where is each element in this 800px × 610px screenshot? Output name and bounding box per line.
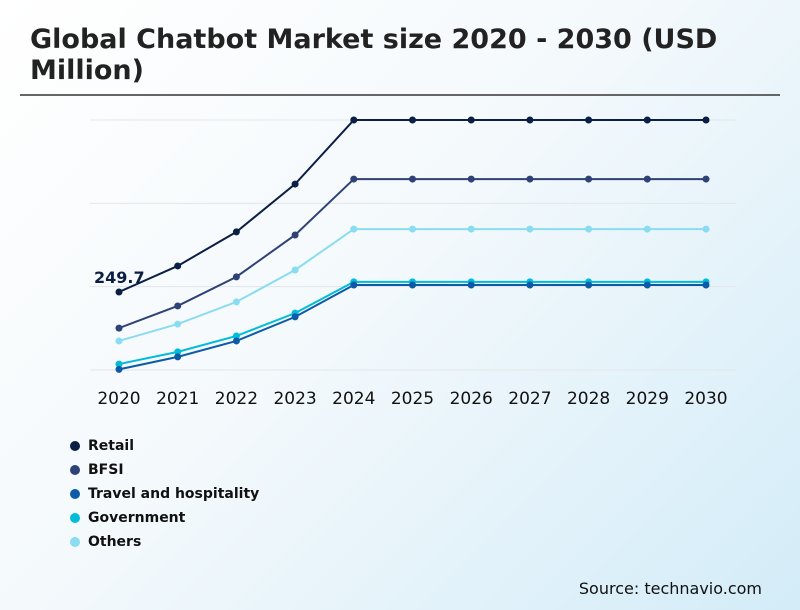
data-point: [115, 337, 123, 345]
source-note: Source: technavio.com: [578, 579, 762, 598]
legend-marker-icon: [70, 441, 80, 451]
legend-item: Retail: [70, 434, 259, 458]
data-point: [232, 228, 240, 236]
x-tick-label: 2030: [684, 389, 727, 409]
data-point: [702, 225, 710, 233]
data-point: [526, 116, 534, 124]
legend-item: Others: [70, 530, 259, 554]
legend-marker-icon: [70, 513, 80, 523]
data-point: [702, 116, 710, 124]
data-point: [526, 281, 534, 289]
data-point: [585, 116, 593, 124]
title-divider: [20, 94, 780, 96]
data-point: [291, 180, 299, 188]
legend-item: Government: [70, 506, 259, 530]
data-point: [585, 225, 593, 233]
legend-label: Others: [88, 534, 142, 550]
chart-title: Global Chatbot Market size 2020 - 2030 (…: [30, 24, 718, 86]
data-point: [291, 313, 299, 321]
data-point: [526, 225, 534, 233]
x-tick-label: 2021: [156, 389, 199, 409]
x-tick-label: 2028: [567, 389, 610, 409]
legend: Retail BFSI Travel and hospitality Governme…: [70, 434, 259, 554]
data-point: [232, 273, 240, 281]
data-point: [409, 175, 416, 183]
x-tick-label: 2029: [626, 389, 669, 409]
series-line-travel-and-hospitality: [118, 284, 706, 371]
data-point: [350, 116, 358, 124]
legend-label: Government: [88, 510, 186, 526]
x-tick-label: 2027: [508, 389, 551, 409]
legend-item: Travel and hospitality: [70, 482, 259, 506]
x-tick-label: 2024: [332, 389, 375, 409]
series-line-bfsi: [118, 178, 706, 330]
data-point: [174, 353, 182, 361]
x-tick-label: 2020: [97, 389, 140, 409]
data-point: [467, 175, 475, 183]
data-point: [643, 225, 651, 233]
legend-marker-icon: [70, 489, 80, 499]
data-point: [115, 288, 123, 296]
data-point: [643, 116, 651, 124]
legend-label: Travel and hospitality: [88, 486, 260, 502]
series-line-government: [118, 280, 706, 366]
data-point: [174, 320, 182, 328]
data-point: [526, 175, 534, 183]
data-point: [585, 281, 593, 289]
x-tick-label: 2026: [450, 389, 493, 409]
data-point: [291, 266, 299, 274]
x-tick-label: 2025: [391, 389, 434, 409]
data-point: [174, 348, 182, 356]
data-point: [467, 281, 475, 289]
x-tick-label: 2023: [273, 389, 316, 409]
legend-marker-icon: [70, 465, 80, 475]
data-point: [115, 365, 123, 373]
data-point: [702, 281, 710, 289]
data-point: [585, 175, 593, 183]
data-point: [467, 225, 475, 233]
data-point: [115, 324, 123, 332]
data-point: [467, 116, 475, 124]
data-point: [643, 175, 651, 183]
series-line-retail: [118, 119, 706, 293]
data-point: [409, 225, 416, 233]
data-point: [174, 302, 182, 310]
legend-label: BFSI: [88, 462, 124, 478]
data-point: [350, 225, 358, 233]
x-tick-label: 2022: [215, 389, 258, 409]
data-point: [232, 337, 240, 345]
legend-item: BFSI: [70, 458, 259, 482]
data-point: [115, 360, 123, 368]
data-point: [174, 262, 182, 270]
legend-marker-icon: [70, 537, 80, 547]
data-point: [702, 175, 710, 183]
data-point: [409, 116, 416, 124]
data-point: [232, 332, 240, 340]
data-point: [232, 298, 240, 306]
data-label: 249.7: [94, 268, 145, 287]
data-point: [291, 231, 299, 239]
data-point: [350, 175, 358, 183]
data-point: [643, 281, 651, 289]
data-point: [350, 281, 358, 289]
data-point: [409, 281, 416, 289]
legend-label: Retail: [88, 438, 135, 454]
